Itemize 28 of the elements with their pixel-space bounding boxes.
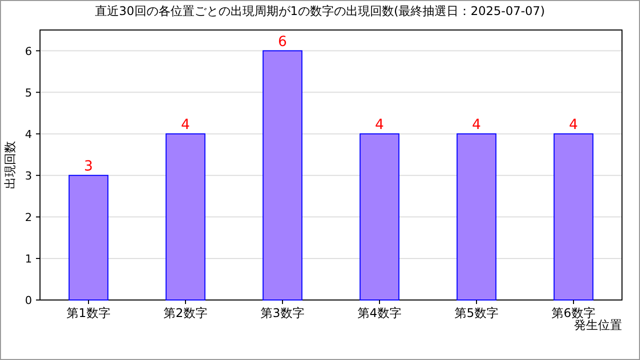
x-axis-title: 発生位置: [574, 318, 622, 332]
y-tick-label: 0: [25, 294, 32, 307]
bar: [166, 133, 206, 300]
bar: [554, 133, 594, 300]
x-tick-label: 第1数字: [66, 306, 110, 320]
chart-title: 直近30回の各位置ごとの出現周期が1の数字の出現回数(最終抽選日：2025-07-07): [94, 4, 546, 18]
bar: [68, 174, 108, 300]
y-tick-label: 3: [25, 169, 32, 182]
data-label: 6: [278, 34, 288, 50]
bar: [456, 133, 496, 300]
x-tick-label: 第5数字: [454, 306, 498, 320]
x-tick-label: 第6数字: [552, 306, 596, 320]
y-tick-label: 4: [25, 128, 32, 141]
y-tick-label: 1: [25, 252, 32, 266]
y-tick-label: 5: [25, 86, 32, 100]
y-axis-title: 出現回数: [3, 141, 17, 189]
bar: [360, 133, 400, 300]
y-tick-label: 6: [25, 44, 32, 58]
bar: [262, 50, 302, 300]
data-label: 3: [84, 158, 93, 174]
x-tick-label: 第3数字: [260, 306, 304, 320]
data-label: 4: [181, 116, 190, 133]
data-label: 4: [375, 116, 384, 133]
data-label: 4: [472, 116, 482, 133]
x-tick-label: 第4数字: [358, 306, 402, 320]
y-tick-label: 2: [25, 210, 32, 224]
x-tick-label: 第2数字: [164, 306, 208, 320]
data-label: 4: [569, 116, 578, 133]
